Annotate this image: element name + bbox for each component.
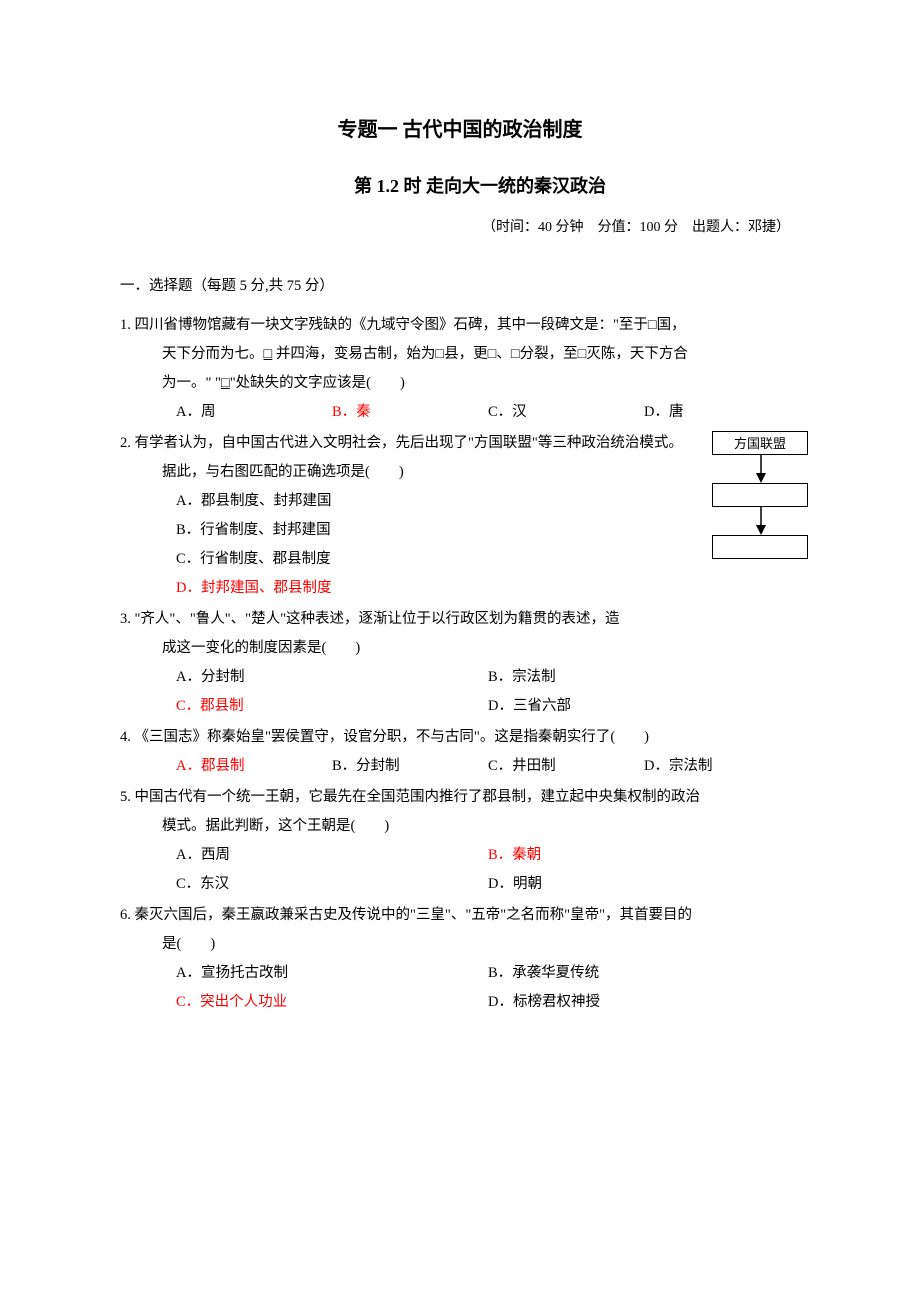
options: A．周B．秦C．汉D．唐 bbox=[120, 398, 800, 427]
option: C．突出个人功业 bbox=[176, 988, 488, 1017]
question-stem-cont: 为一。" "□"处缺失的文字应该是( ) bbox=[120, 369, 800, 398]
diagram-box-1: 方国联盟 bbox=[712, 431, 808, 455]
flowchart-diagram: 方国联盟 bbox=[712, 431, 810, 559]
question-stem-cont: 天下分而为七。□ 并四海，变易古制，始为□县，更□、□分裂，至□灭陈，天下方合 bbox=[120, 340, 800, 369]
options: A．郡县制B．分封制C．井田制D．宗法制 bbox=[120, 752, 800, 781]
question-stem-cont: 据此，与右图匹配的正确选项是( ) bbox=[120, 458, 800, 487]
option: B．承袭华夏传统 bbox=[488, 959, 800, 988]
options: A．西周B．秦朝C．东汉D．明朝 bbox=[120, 841, 800, 899]
question-stem: 2. 有学者认为，自中国古代进入文明社会，先后出现了"方国联盟"等三种政治统治模… bbox=[120, 429, 800, 458]
meta-info: （时间：40 分钟 分值：100 分 出题人：邓捷） bbox=[120, 214, 800, 242]
question-stem: 4. 《三国志》称秦始皇"罢侯置守，设官分职，不与古同"。这是指秦朝实行了( ) bbox=[120, 723, 800, 752]
option: B．宗法制 bbox=[488, 663, 800, 692]
question-stem: 6. 秦灭六国后，秦王嬴政兼采古史及传说中的"三皇"、"五帝"之名而称"皇帝"，… bbox=[120, 901, 800, 930]
diagram-box-3 bbox=[712, 535, 808, 559]
option: C．郡县制 bbox=[176, 692, 488, 721]
question: 4. 《三国志》称秦始皇"罢侯置守，设官分职，不与古同"。这是指秦朝实行了( )… bbox=[120, 723, 800, 781]
option: B．秦 bbox=[332, 398, 488, 427]
blank-underline: □ bbox=[264, 346, 273, 362]
sub-title: 第 1.2 时 走向大一统的秦汉政治 bbox=[120, 168, 800, 204]
question-stem-cont: 模式。据此判断，这个王朝是( ) bbox=[120, 812, 800, 841]
options: A．分封制B．宗法制C．郡县制D．三省六部 bbox=[120, 663, 800, 721]
question-stem: 5. 中国古代有一个统一王朝，它最先在全国范围内推行了郡县制，建立起中央集权制的… bbox=[120, 783, 800, 812]
option: A．周 bbox=[176, 398, 332, 427]
option: A．郡县制 bbox=[176, 752, 332, 781]
option: B．分封制 bbox=[332, 752, 488, 781]
option: D．标榜君权神授 bbox=[488, 988, 800, 1017]
option: A．西周 bbox=[176, 841, 488, 870]
option: D．唐 bbox=[644, 398, 800, 427]
option: C．东汉 bbox=[176, 870, 488, 899]
questions-container: 1. 四川省博物馆藏有一块文字残缺的《九域守令图》石碑，其中一段碑文是："至于□… bbox=[120, 311, 800, 1017]
blank-underline: □ bbox=[221, 375, 230, 391]
option: C．汉 bbox=[488, 398, 644, 427]
question-stem: 1. 四川省博物馆藏有一块文字残缺的《九域守令图》石碑，其中一段碑文是："至于□… bbox=[120, 311, 800, 340]
section-heading: 一．选择题（每题 5 分,共 75 分） bbox=[120, 272, 800, 301]
option: D．三省六部 bbox=[488, 692, 800, 721]
question: 2. 有学者认为，自中国古代进入文明社会，先后出现了"方国联盟"等三种政治统治模… bbox=[120, 429, 800, 603]
exam-page: 专题一 古代中国的政治制度 第 1.2 时 走向大一统的秦汉政治 （时间：40 … bbox=[0, 0, 920, 1079]
question: 6. 秦灭六国后，秦王嬴政兼采古史及传说中的"三皇"、"五帝"之名而称"皇帝"，… bbox=[120, 901, 800, 1017]
option: B．秦朝 bbox=[488, 841, 800, 870]
question: 3. "齐人"、"鲁人"、"楚人"这种表述，逐渐让位于以行政区划为籍贯的表述，造… bbox=[120, 605, 800, 721]
down-arrow-icon bbox=[712, 455, 810, 483]
option: C．行省制度、郡县制度 bbox=[176, 545, 331, 574]
option: A．郡县制度、封邦建国 bbox=[176, 487, 331, 516]
options: A．宣扬托古改制B．承袭华夏传统C．突出个人功业D．标榜君权神授 bbox=[120, 959, 800, 1017]
option: A．宣扬托古改制 bbox=[176, 959, 488, 988]
question-stem-cont: 成这一变化的制度因素是( ) bbox=[120, 634, 800, 663]
option: D．宗法制 bbox=[644, 752, 800, 781]
question-stem: 3. "齐人"、"鲁人"、"楚人"这种表述，逐渐让位于以行政区划为籍贯的表述，造 bbox=[120, 605, 800, 634]
options: A．郡县制度、封邦建国B．行省制度、封邦建国C．行省制度、郡县制度D．封邦建国、… bbox=[120, 487, 800, 603]
option: B．行省制度、封邦建国 bbox=[176, 516, 331, 545]
option: C．井田制 bbox=[488, 752, 644, 781]
diagram-box-2 bbox=[712, 483, 808, 507]
question: 5. 中国古代有一个统一王朝，它最先在全国范围内推行了郡县制，建立起中央集权制的… bbox=[120, 783, 800, 899]
main-title: 专题一 古代中国的政治制度 bbox=[120, 110, 800, 150]
option: A．分封制 bbox=[176, 663, 488, 692]
option: D．明朝 bbox=[488, 870, 800, 899]
option: D．封邦建国、郡县制度 bbox=[176, 574, 331, 603]
question: 1. 四川省博物馆藏有一块文字残缺的《九域守令图》石碑，其中一段碑文是："至于□… bbox=[120, 311, 800, 427]
question-stem-cont: 是( ) bbox=[120, 930, 800, 959]
down-arrow-icon bbox=[712, 507, 810, 535]
